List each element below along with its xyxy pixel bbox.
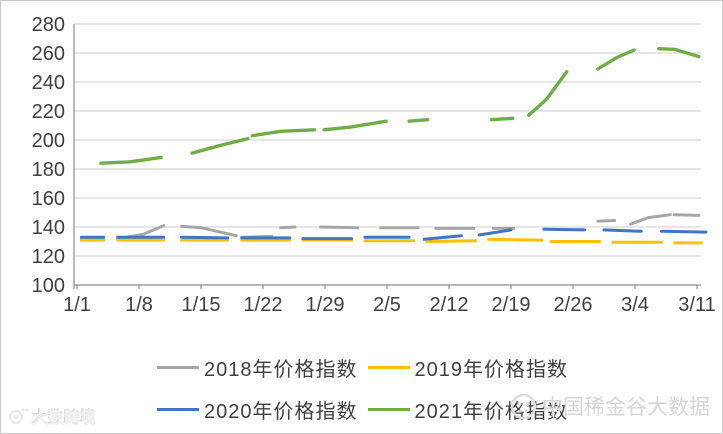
svg-text:2/12: 2/12 (430, 294, 469, 316)
svg-text:280: 280 (32, 14, 65, 36)
svg-text:120: 120 (32, 246, 65, 268)
legend-item-2018: 2018年价格指数 (157, 353, 358, 382)
legend-label-2020: 2020年价格指数 (204, 401, 358, 423)
legend-label-2021: 2021年价格指数 (414, 401, 568, 423)
svg-text:200: 200 (32, 130, 65, 152)
svg-text:240: 240 (32, 72, 65, 94)
legend-item-2020: 2020年价格指数 (157, 395, 358, 424)
legend-row-2: 2020年价格指数 2021年价格指数 (157, 395, 568, 424)
svg-text:2/26: 2/26 (554, 294, 593, 316)
legend-swatch-2020-icon (157, 408, 199, 411)
svg-text:220: 220 (32, 101, 65, 123)
svg-text:1/8: 1/8 (125, 294, 153, 316)
svg-text:140: 140 (32, 217, 65, 239)
svg-text:1/1: 1/1 (63, 294, 91, 316)
legend-swatch-2019-icon (367, 366, 410, 369)
svg-text:1/15: 1/15 (182, 294, 221, 316)
svg-text:100: 100 (32, 275, 65, 297)
svg-text:1/22: 1/22 (244, 294, 283, 316)
svg-text:3/4: 3/4 (621, 294, 649, 316)
svg-text:180: 180 (32, 159, 65, 181)
legend-row-1: 2018年价格指数 2019年价格指数 (157, 353, 568, 382)
legend-item-2021: 2021年价格指数 (367, 395, 569, 424)
svg-text:2/19: 2/19 (492, 294, 531, 316)
legend-label-2018: 2018年价格指数 (204, 359, 358, 381)
svg-text:260: 260 (32, 43, 65, 65)
chart-legend: 2018年价格指数 2019年价格指数 2020年价格指数 2021年价格指数 (1, 353, 722, 424)
svg-text:160: 160 (32, 188, 65, 210)
legend-swatch-2021-icon (367, 408, 410, 411)
svg-text:1/29: 1/29 (306, 294, 345, 316)
legend-swatch-2018-icon (157, 366, 199, 369)
svg-text:2/5: 2/5 (373, 294, 401, 316)
price-index-plot-area: 1/1 1/8 1/15 1/22 1/29 2/5 2/12 2/19 2/26 3/4 3/11… (32, 14, 716, 316)
legend-item-2019: 2019年价格指数 (367, 353, 569, 382)
legend-label-2019: 2019年价格指数 (414, 359, 568, 381)
svg-text:3/11: 3/11 (678, 294, 715, 316)
